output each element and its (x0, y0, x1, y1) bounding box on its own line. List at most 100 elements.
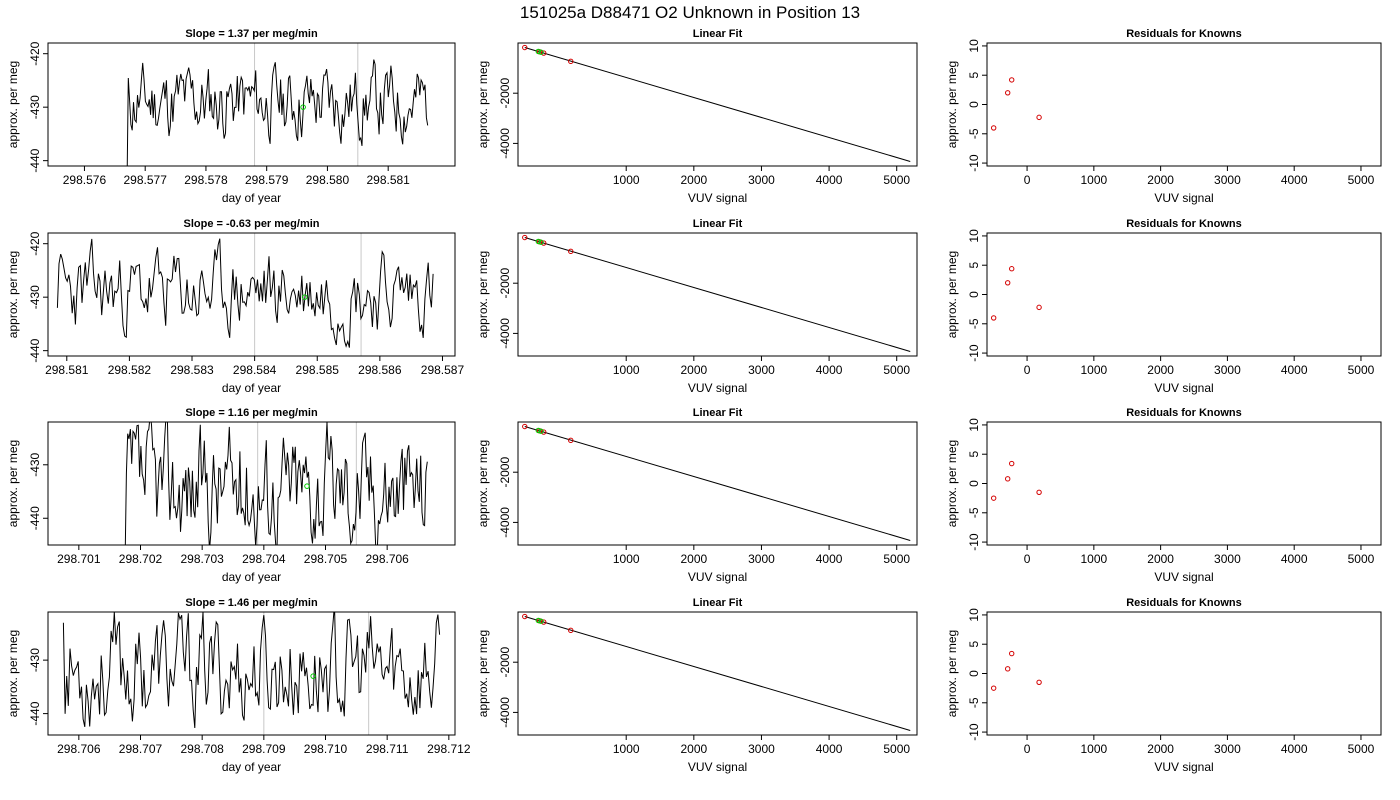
panel-title: Slope = 1.46 per meg/min (185, 597, 318, 609)
x-tick-label: 3000 (748, 552, 775, 566)
trace-line (124, 422, 428, 545)
x-tick-label: 298.585 (296, 363, 340, 377)
y-tick-label: -430 (28, 95, 42, 119)
plot-area (522, 423, 911, 541)
x-tick-label: 3000 (1214, 363, 1241, 377)
y-axis-label: approx. per meg (476, 440, 490, 527)
x-tick-label: 298.580 (306, 173, 350, 187)
panel-3: Residuals for Knowns VUV signal approx. pe… (945, 28, 1382, 205)
y-axis-label: approx. per meg (945, 251, 959, 338)
residual-point (990, 685, 997, 691)
panel-title: Linear Fit (693, 597, 743, 609)
x-axis-label: VUV signal (1154, 570, 1213, 584)
x-tick-label: 4000 (816, 742, 843, 756)
y-tick-label: 0 (967, 670, 981, 677)
x-tick-label: 4000 (816, 552, 843, 566)
residual-point (1005, 666, 1011, 672)
y-tick-label: -5 (967, 507, 981, 518)
known-point (568, 627, 574, 634)
x-tick-label: 4000 (1281, 552, 1308, 566)
x-tick-label: 1000 (613, 363, 640, 377)
plot-frame (986, 42, 1382, 167)
x-tick-label: 1000 (1080, 363, 1107, 377)
y-tick-label: -5 (967, 128, 981, 139)
plot-frame (47, 232, 456, 357)
x-tick-label: 4000 (1281, 363, 1308, 377)
plot-frame (47, 421, 456, 546)
known-point (568, 437, 574, 444)
plot-frame (517, 421, 918, 546)
y-tick-label: -440 (28, 701, 42, 725)
plot-area (124, 422, 428, 545)
x-tick-label: 298.579 (245, 173, 289, 187)
y-tick-label: 0 (967, 291, 981, 298)
y-axis-label: approx. per meg (945, 440, 959, 527)
x-tick-label: 298.706 (57, 742, 101, 756)
x-tick-label: 5000 (1348, 742, 1375, 756)
fit-line (524, 426, 911, 541)
y-axis-label: approx. per meg (6, 61, 20, 148)
known-point (522, 613, 528, 620)
x-tick-label: 298.587 (421, 363, 465, 377)
y-tick-label: -4000 (498, 128, 512, 159)
y-tick-label: -430 (28, 648, 42, 672)
y-tick-label: -5 (967, 318, 981, 329)
unknown-point (538, 239, 544, 245)
fit-line (524, 47, 911, 162)
x-axis-label: day of year (222, 570, 281, 584)
residual-point (990, 125, 997, 131)
x-tick-label: 298.582 (108, 363, 152, 377)
plot-area (522, 613, 911, 731)
y-tick-label: -5 (967, 697, 981, 708)
x-axis-label: day of year (222, 191, 281, 205)
x-axis-label: VUV signal (1154, 381, 1213, 395)
panel-11: Linear Fit VUV signal approx. per meg 1000 2… (476, 597, 918, 774)
plot-frame (517, 611, 918, 736)
fit-line (524, 237, 911, 352)
plot-area (990, 650, 1042, 691)
x-tick-label: 2000 (1147, 742, 1174, 756)
residual-point (1009, 266, 1015, 272)
x-tick-label: 3000 (1214, 173, 1241, 187)
trace-line (126, 59, 429, 166)
panel-9: Residuals for Knowns VUV signal approx. pe… (945, 407, 1382, 584)
unknown-point (535, 238, 541, 245)
x-tick-label: 0 (1024, 552, 1031, 566)
y-tick-label: -430 (28, 452, 42, 476)
x-tick-label: 5000 (883, 552, 910, 566)
plot-area (990, 77, 1042, 131)
y-axis-label: approx. per meg (6, 630, 20, 717)
panel-7: Slope = 1.16 per meg/min day of year appro… (6, 407, 456, 584)
y-tick-label: 5 (967, 262, 981, 269)
x-tick-label: 3000 (1214, 552, 1241, 566)
x-tick-label: 4000 (816, 173, 843, 187)
panel-title: Residuals for Knowns (1126, 28, 1242, 40)
unknown-point (535, 48, 541, 55)
x-tick-label: 5000 (1348, 173, 1375, 187)
x-axis-label: VUV signal (1154, 191, 1213, 205)
x-tick-label: 5000 (883, 363, 910, 377)
panel-4: Slope = -0.63 per meg/min day of year appr… (6, 218, 464, 395)
x-tick-label: 4000 (1281, 173, 1308, 187)
plot-frame (517, 232, 918, 357)
y-tick-label: 10 (967, 608, 981, 622)
x-tick-label: 5000 (1348, 552, 1375, 566)
fit-line (524, 616, 911, 731)
y-axis-label: approx. per meg (476, 251, 490, 338)
x-tick-label: 298.701 (57, 552, 101, 566)
panel-title: Residuals for Knowns (1126, 218, 1242, 230)
x-tick-label: 2000 (680, 742, 707, 756)
x-tick-label: 4000 (1281, 742, 1308, 756)
panel-title: Slope = -0.63 per meg/min (183, 218, 319, 230)
y-tick-label: -430 (28, 285, 42, 309)
y-tick-label: -2000 (498, 268, 512, 299)
x-tick-label: 298.584 (233, 363, 277, 377)
figure-title: 151025a D88471 O2 Unknown in Position 13 (520, 3, 860, 22)
y-tick-label: -4000 (498, 697, 512, 728)
x-axis-label: VUV signal (688, 381, 747, 395)
y-tick-label: 10 (967, 418, 981, 432)
x-tick-label: 298.576 (63, 173, 107, 187)
x-axis-label: VUV signal (688, 760, 747, 774)
panel-title: Linear Fit (693, 28, 743, 40)
residual-point (1036, 114, 1042, 121)
